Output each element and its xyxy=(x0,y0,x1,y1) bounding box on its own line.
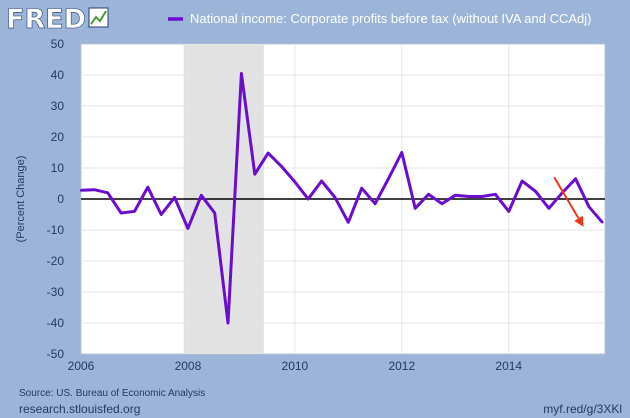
data-point xyxy=(413,207,417,210)
y-tick-label: 0 xyxy=(57,192,64,206)
data-point xyxy=(106,191,109,194)
data-point xyxy=(440,202,444,205)
x-axis-ticks: 2006 2008 2010 2012 2014 xyxy=(68,359,523,373)
data-point xyxy=(173,196,176,199)
data-point xyxy=(307,197,310,201)
y-tick-label: -10 xyxy=(47,223,65,237)
arrow-head xyxy=(574,215,584,227)
data-point xyxy=(427,193,430,196)
y-tick-label: -30 xyxy=(47,285,65,299)
data-point xyxy=(387,177,390,181)
data-point xyxy=(494,193,497,196)
data-point xyxy=(507,210,510,213)
data-point xyxy=(133,210,136,213)
legend: National income: Corporate profits befor… xyxy=(168,11,592,26)
x-tick-label: 2012 xyxy=(388,359,415,373)
data-point xyxy=(520,179,524,183)
data-point xyxy=(320,179,323,183)
y-tick-label: -50 xyxy=(47,347,65,361)
data-point xyxy=(79,189,83,192)
data-point xyxy=(186,227,190,230)
data-point xyxy=(480,195,484,198)
x-tick-label: 2008 xyxy=(175,359,202,373)
data-point xyxy=(601,221,604,224)
data-point xyxy=(213,211,216,215)
fred-graph-icon xyxy=(88,7,109,28)
data-point xyxy=(119,211,123,215)
fred-logo[interactable]: FRED xyxy=(6,4,109,35)
source-note: Source: US. Bureau of Economic Analysis xyxy=(19,388,205,399)
data-point xyxy=(333,196,337,199)
data-point xyxy=(454,194,457,197)
data-point xyxy=(200,194,203,197)
series-line xyxy=(80,72,604,325)
x-tick-label: 2006 xyxy=(68,359,95,373)
data-point xyxy=(574,177,577,181)
data-point xyxy=(253,173,256,176)
y-tick-label: 10 xyxy=(51,161,65,175)
data-point xyxy=(587,205,591,208)
arrow-shaft xyxy=(553,176,580,219)
data-point xyxy=(547,207,551,210)
data-point xyxy=(226,321,230,325)
legend-label: National income: Corporate profits befor… xyxy=(190,11,592,26)
y-tick-label: 50 xyxy=(51,37,65,51)
x-tick-label: 2010 xyxy=(282,359,309,373)
data-point xyxy=(240,72,243,75)
data-point xyxy=(400,151,404,154)
data-points xyxy=(79,72,604,325)
data-point xyxy=(467,195,470,198)
data-point xyxy=(373,202,377,205)
y-tick-label: 40 xyxy=(51,68,65,82)
data-point xyxy=(93,188,96,191)
data-point xyxy=(360,186,363,190)
y-axis-ticks: 50 40 30 20 10 0 -10 -20 -30 -40 -50 xyxy=(47,37,65,361)
site-link[interactable]: research.stlouisfed.org xyxy=(19,402,140,416)
y-tick-label: -40 xyxy=(47,316,65,330)
x-tick-label: 2014 xyxy=(495,359,522,373)
annotation-arrow xyxy=(553,176,584,227)
short-link[interactable]: myf.red/g/3XKl xyxy=(543,402,622,416)
y-tick-label: 30 xyxy=(51,99,65,113)
data-point xyxy=(266,151,270,155)
data-point xyxy=(347,221,350,224)
data-point xyxy=(534,190,537,193)
y-axis-label: (Percent Change) xyxy=(15,156,27,243)
y-tick-label: -20 xyxy=(47,254,65,268)
fred-logo-text: FRED xyxy=(6,4,86,35)
data-point xyxy=(293,180,297,184)
data-point xyxy=(280,165,283,168)
y-tick-label: 20 xyxy=(51,130,65,144)
data-point xyxy=(160,213,163,216)
data-point xyxy=(146,186,150,189)
